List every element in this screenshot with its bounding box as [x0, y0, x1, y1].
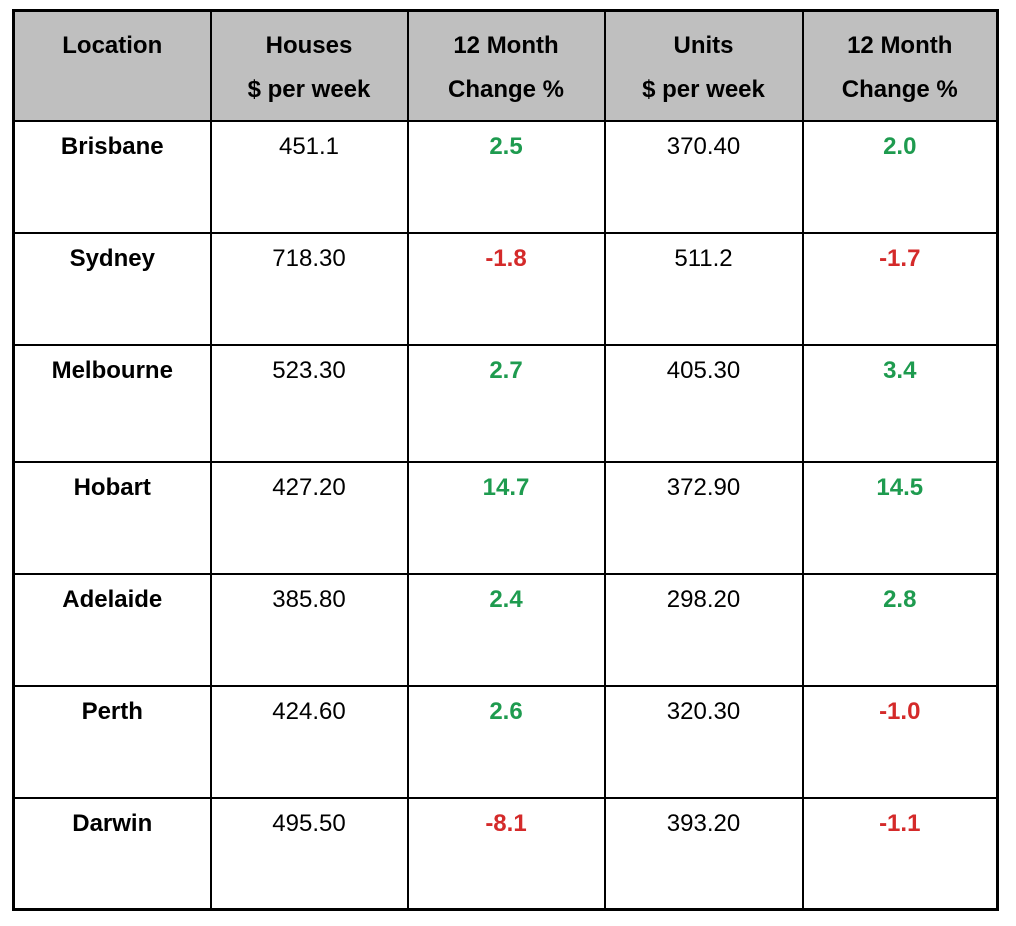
location-cell: Perth — [12, 684, 212, 799]
table-row: Brisbane 451.1 2.5 370.40 2.0 — [12, 119, 999, 234]
houses-rent-cell: 427.20 — [209, 460, 409, 575]
units-rent-cell: 320.30 — [603, 684, 804, 799]
header-units-change-line1: 12 Month — [847, 32, 953, 59]
table-body: Brisbane 451.1 2.5 370.40 2.0 Sydney 718… — [12, 119, 999, 911]
rental-table: Location Houses $ per week 12 Month Chan… — [12, 9, 999, 911]
table-row: Adelaide 385.80 2.4 298.20 2.8 — [12, 572, 999, 687]
location-cell: Hobart — [12, 460, 212, 575]
location-cell: Brisbane — [12, 119, 212, 234]
header-houses-line1: Houses — [265, 32, 353, 59]
units-rent-cell: 405.30 — [603, 343, 804, 463]
header-houses-line2: $ per week — [247, 76, 371, 103]
header-houses: Houses $ per week — [209, 9, 409, 122]
units-rent-cell: 511.2 — [603, 231, 804, 346]
header-houses-change-line2: Change % — [447, 76, 564, 103]
table-header: Location Houses $ per week 12 Month Chan… — [12, 9, 999, 122]
header-units-change-line2: Change % — [841, 76, 958, 103]
units-change-cell: -1.0 — [801, 684, 999, 799]
table-row: Hobart 427.20 14.7 372.90 14.5 — [12, 460, 999, 575]
table-row: Sydney 718.30 -1.8 511.2 -1.7 — [12, 231, 999, 346]
houses-change-cell: 2.4 — [406, 572, 606, 687]
units-change-cell: -1.7 — [801, 231, 999, 346]
houses-rent-cell: 385.80 — [209, 572, 409, 687]
location-cell: Adelaide — [12, 572, 212, 687]
header-units-line1: Units — [673, 32, 734, 59]
houses-change-cell: 2.7 — [406, 343, 606, 463]
location-cell: Melbourne — [12, 343, 212, 463]
houses-change-cell: 14.7 — [406, 460, 606, 575]
houses-change-cell: -8.1 — [406, 796, 606, 911]
header-units-line2: $ per week — [642, 76, 765, 103]
units-rent-cell: 370.40 — [603, 119, 804, 234]
units-change-cell: 2.8 — [801, 572, 999, 687]
houses-rent-cell: 718.30 — [209, 231, 409, 346]
header-houses-change: 12 Month Change % — [406, 9, 606, 122]
header-houses-change-line1: 12 Month — [453, 32, 559, 59]
units-change-cell: 2.0 — [801, 119, 999, 234]
houses-rent-cell: 451.1 — [209, 119, 409, 234]
table-row: Melbourne 523.30 2.7 405.30 3.4 — [12, 343, 999, 463]
header-units: Units $ per week — [603, 9, 804, 122]
header-location-label: Location — [62, 32, 163, 59]
header-units-change: 12 Month Change % — [801, 9, 999, 122]
location-cell: Darwin — [12, 796, 212, 911]
houses-rent-cell: 495.50 — [209, 796, 409, 911]
houses-change-cell: 2.6 — [406, 684, 606, 799]
units-change-cell: -1.1 — [801, 796, 999, 911]
units-rent-cell: 393.20 — [603, 796, 804, 911]
units-rent-cell: 372.90 — [603, 460, 804, 575]
houses-rent-cell: 424.60 — [209, 684, 409, 799]
header-location: Location — [12, 9, 212, 122]
houses-change-cell: 2.5 — [406, 119, 606, 234]
houses-change-cell: -1.8 — [406, 231, 606, 346]
units-change-cell: 14.5 — [801, 460, 999, 575]
table-row: Perth 424.60 2.6 320.30 -1.0 — [12, 684, 999, 799]
table-row: Darwin 495.50 -8.1 393.20 -1.1 — [12, 796, 999, 911]
header-row: Location Houses $ per week 12 Month Chan… — [12, 9, 999, 122]
houses-rent-cell: 523.30 — [209, 343, 409, 463]
units-change-cell: 3.4 — [801, 343, 999, 463]
location-cell: Sydney — [12, 231, 212, 346]
units-rent-cell: 298.20 — [603, 572, 804, 687]
